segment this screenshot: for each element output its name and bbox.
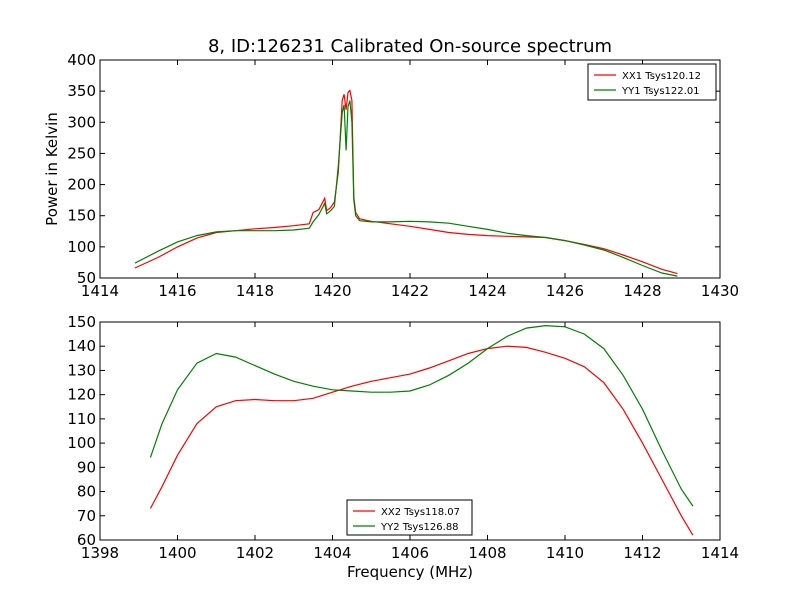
x-tick-label: 1424 bbox=[468, 282, 506, 300]
x-tick-label: 1402 bbox=[236, 544, 274, 562]
y-tick-label: 50 bbox=[77, 269, 96, 287]
chart-title: 8, ID:126231 Calibrated On-source spectr… bbox=[208, 36, 612, 57]
x-tick-label: 1430 bbox=[701, 282, 739, 300]
x-tick-label: 1400 bbox=[158, 544, 196, 562]
x-tick-label: 1414 bbox=[81, 282, 119, 300]
legend-box bbox=[346, 499, 473, 536]
legend: XX1 Tsys120.12 YY1 Tsys122.01 bbox=[587, 63, 717, 101]
y-tick-label: 130 bbox=[67, 361, 96, 379]
y-tick-label: 70 bbox=[77, 507, 96, 525]
y-tick-label: 250 bbox=[67, 144, 96, 162]
y-tick-label: 300 bbox=[67, 113, 96, 131]
y-tick-label: 150 bbox=[67, 313, 96, 331]
y-tick-label: 350 bbox=[67, 82, 96, 100]
y-tick-label: 140 bbox=[67, 337, 96, 355]
legend-box bbox=[587, 63, 717, 101]
y-tick-label: 90 bbox=[77, 458, 96, 476]
series-line-top-2 bbox=[134, 100, 678, 277]
x-tick-label: 1410 bbox=[546, 544, 584, 562]
x-tick-label: 1398 bbox=[81, 544, 119, 562]
y-tick-label: 150 bbox=[67, 207, 96, 225]
legend: XX2 Tsys118.07 YY2 Tsys126.88 bbox=[346, 499, 473, 536]
x-tick-label: 1408 bbox=[468, 544, 506, 562]
legend-label: XX1 Tsys120.12 bbox=[622, 71, 701, 82]
x-tick-label: 1422 bbox=[391, 282, 429, 300]
y-tick-label: 200 bbox=[67, 176, 96, 194]
x-tick-label: 1428 bbox=[623, 282, 661, 300]
top-plot-panel: 1414 1416 1418 1420 1422 1424 1426 1428 1430 50 10… bbox=[67, 51, 739, 300]
y-tick-label: 100 bbox=[67, 434, 96, 452]
bottom-x-axis-label: Frequency (MHz) bbox=[347, 563, 473, 581]
series-line-top-1 bbox=[134, 89, 678, 275]
x-tick-label: 1412 bbox=[623, 544, 661, 562]
y-tick-label: 120 bbox=[67, 386, 96, 404]
x-tick-label: 1426 bbox=[546, 282, 584, 300]
x-tick-label: 1418 bbox=[236, 282, 274, 300]
series-line-bottom-1 bbox=[149, 345, 694, 536]
y-tick-label: 110 bbox=[67, 410, 96, 428]
top-y-axis-label: Power in Kelvin bbox=[43, 112, 61, 226]
series-line-bottom-2 bbox=[149, 324, 694, 507]
x-tick-label: 1416 bbox=[158, 282, 196, 300]
y-tick-label: 100 bbox=[67, 238, 96, 256]
legend-label: XX2 Tsys118.07 bbox=[381, 507, 460, 518]
legend-label: YY1 Tsys122.01 bbox=[621, 86, 700, 97]
x-tick-label: 1404 bbox=[313, 544, 351, 562]
y-tick-label: 400 bbox=[67, 51, 96, 69]
x-tick-label: 1414 bbox=[701, 544, 739, 562]
y-tick-label: 60 bbox=[77, 531, 96, 549]
legend-label: YY2 Tsys126.88 bbox=[380, 522, 459, 533]
bottom-plot-panel: 1398 1400 1402 1404 1406 1408 1410 1412 1414 60 70… bbox=[67, 313, 739, 562]
x-tick-label: 1420 bbox=[313, 282, 351, 300]
y-tick-label: 80 bbox=[77, 483, 96, 501]
x-tick-label: 1406 bbox=[391, 544, 429, 562]
